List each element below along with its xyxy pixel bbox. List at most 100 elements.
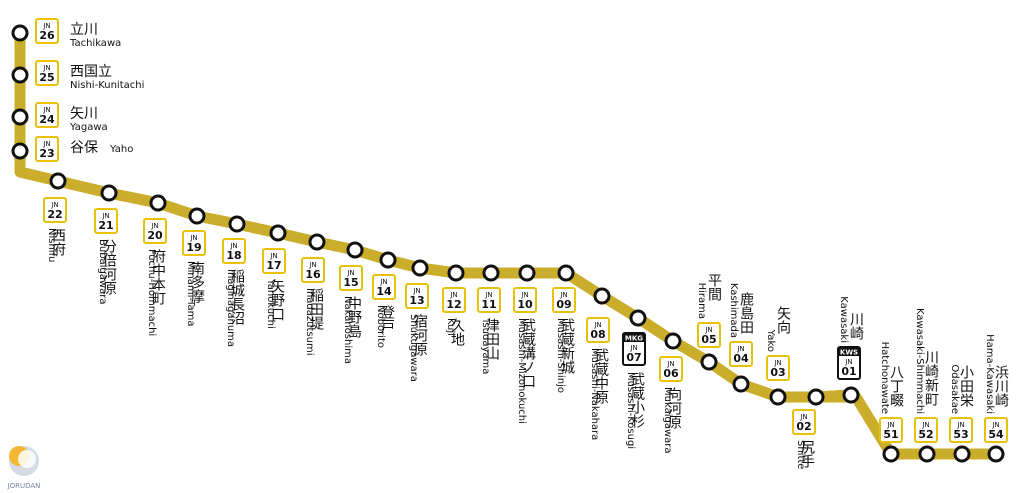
- badge-transfer-code: KWS: [840, 349, 858, 357]
- station-marker[interactable]: [11, 142, 29, 160]
- station-name-en: Tachikawa: [69, 38, 121, 49]
- station-marker[interactable]: [732, 375, 750, 393]
- station-marker[interactable]: [807, 388, 825, 406]
- badge-line-code: JN: [520, 291, 528, 299]
- station-marker[interactable]: [953, 445, 971, 463]
- station-marker[interactable]: [346, 241, 364, 259]
- station-marker[interactable]: [11, 24, 29, 42]
- badge-line-code: JN: [629, 344, 637, 352]
- jorudan-logo: JORUDAN: [7, 446, 40, 490]
- badge-line-code: JN: [991, 421, 999, 429]
- badge-station-number: 06: [663, 367, 679, 380]
- station-name-jp: 武蔵小杉: [629, 372, 645, 428]
- station-marker[interactable]: [379, 251, 397, 269]
- station-marker[interactable]: [149, 194, 167, 212]
- station-marker[interactable]: [769, 388, 787, 406]
- station-marker[interactable]: [557, 264, 575, 282]
- station-marker[interactable]: [100, 184, 118, 202]
- station-marker[interactable]: [49, 172, 67, 190]
- station-marker[interactable]: [269, 224, 287, 242]
- station-marker[interactable]: [918, 445, 936, 463]
- station-marker[interactable]: [308, 233, 326, 251]
- station-name-jp: 南多摩: [189, 261, 205, 303]
- station-name-en: Odasakae: [949, 364, 960, 414]
- station-marker[interactable]: [188, 207, 206, 225]
- badge-station-number: 14: [376, 285, 392, 298]
- station-marker[interactable]: [11, 108, 29, 126]
- badge-line-code: JN: [42, 22, 50, 30]
- badge-line-code: JN: [921, 421, 929, 429]
- station-marker[interactable]: [11, 66, 29, 84]
- badge-line-code: JN: [773, 359, 781, 367]
- station-marker[interactable]: [518, 264, 536, 282]
- station-marker[interactable]: [842, 386, 860, 404]
- badge-line-code: JN: [50, 201, 58, 209]
- station-marker[interactable]: [482, 264, 500, 282]
- station-marker[interactable]: [228, 215, 246, 233]
- station-marker[interactable]: [700, 353, 718, 371]
- badge-line-code: JN: [799, 413, 807, 421]
- station-marker[interactable]: [882, 445, 900, 463]
- station-name-en: Musashi-Mizonokuchi: [516, 318, 527, 424]
- station-name-jp: 津田山: [484, 318, 500, 360]
- badge-line-code: JN: [269, 252, 277, 260]
- station-marker[interactable]: [593, 287, 611, 305]
- station-marker[interactable]: [411, 259, 429, 277]
- branch-line: [810, 391, 1002, 460]
- badge-station-number: 19: [186, 241, 201, 254]
- station-name-jp: 八丁畷: [888, 365, 904, 407]
- station-name-jp: 川崎新町: [923, 350, 939, 406]
- station-marker[interactable]: [987, 445, 1005, 463]
- station-name-en: Nakanoshima: [342, 296, 353, 364]
- main-line: [14, 27, 857, 403]
- badge-station-number: 03: [770, 366, 785, 379]
- station-marker[interactable]: [664, 332, 682, 350]
- badge-line-code: JN: [229, 242, 237, 250]
- station-marker[interactable]: [629, 309, 647, 327]
- station-marker[interactable]: [447, 264, 465, 282]
